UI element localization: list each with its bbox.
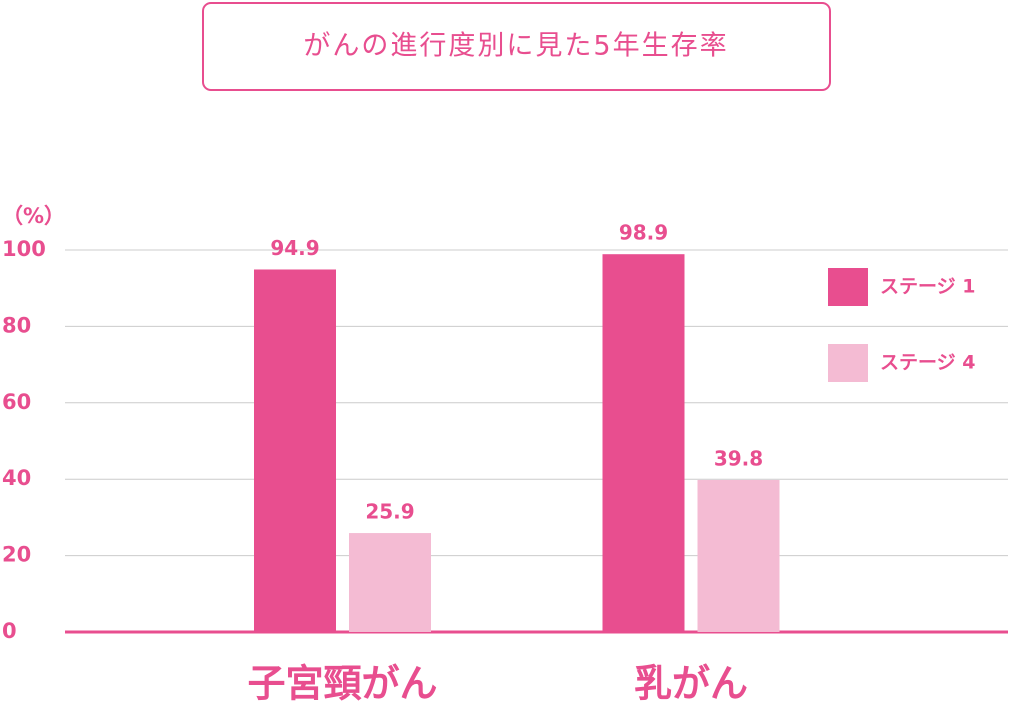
legend-swatch [828,344,868,382]
y-tick-label: 20 [2,543,31,567]
x-tick-label: 乳がん [634,662,748,705]
y-tick-label: 100 [2,237,46,261]
y-axis-label: （%） [2,204,65,228]
y-tick-label: 80 [2,313,31,337]
bar [602,254,685,632]
y-tick-label: 60 [2,390,31,414]
bar [254,269,336,632]
y-tick-label: 40 [2,466,31,490]
legend-label: ステージ 1 [880,276,975,298]
title-box [202,2,831,91]
bar [349,533,431,632]
data-label: 94.9 [270,236,319,260]
data-label: 98.9 [619,221,668,245]
legend-swatch [828,268,868,306]
data-label: 39.8 [714,446,763,470]
bar [697,479,780,632]
legend-label: ステージ 4 [880,352,975,374]
y-tick-label: 0 [2,619,17,643]
chart-title: がんの進行度別に見た5年生存率 [303,31,728,62]
data-label: 25.9 [365,500,414,524]
x-tick-label: 子宮頸がん [247,662,437,705]
